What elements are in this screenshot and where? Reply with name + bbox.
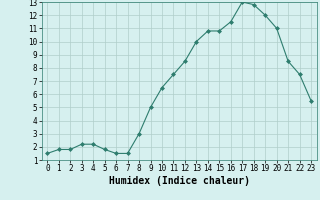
X-axis label: Humidex (Indice chaleur): Humidex (Indice chaleur)	[109, 176, 250, 186]
